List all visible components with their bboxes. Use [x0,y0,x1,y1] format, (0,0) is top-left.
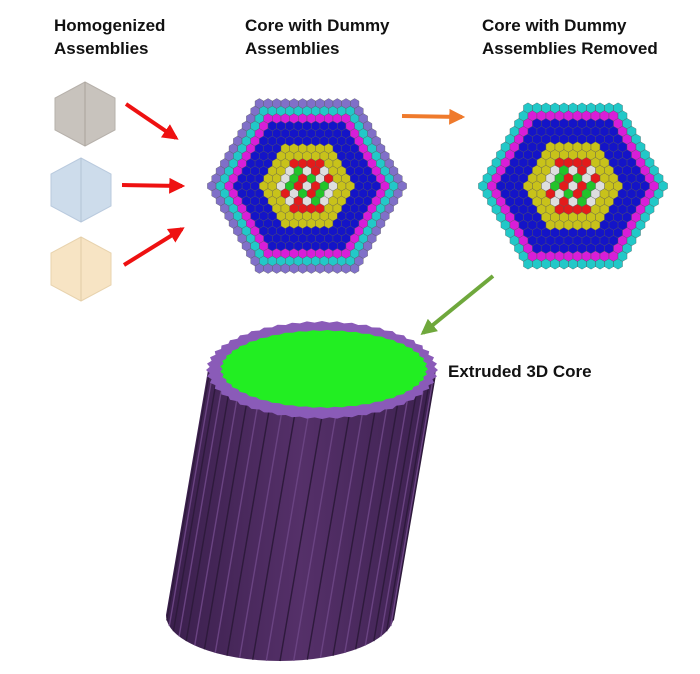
core-with-dummy-assemblies [207,98,407,274]
core-side-ridge [279,415,323,662]
extruded-3d-core [166,321,438,662]
arrow-extrude [420,274,495,336]
core-side-ridge [238,412,283,659]
core-side-ridge [252,414,296,660]
assembly-tan [50,236,112,302]
core-side-ridge [373,395,417,642]
arrow-remove-dummy [401,108,466,125]
core-side-ridge [319,412,364,659]
dummy-removed-label: Core with Dummy Assemblies Removed [482,16,658,58]
core-side-ridge [226,410,270,656]
core-top-face [206,321,438,419]
core-side-ridge [194,400,238,646]
assembly-cell [397,180,407,192]
assembly-gray [54,81,116,147]
core-side-ridge [390,380,434,627]
core-side-ridge [306,414,350,660]
arrow-gray-to-core [124,102,179,140]
homogenized-assemblies-label: Homogenized Assemblies [54,16,166,58]
core-side-ridge [293,415,337,661]
core-side-ridge [214,407,258,654]
core-side-ridge [203,404,248,650]
core-side-ridge [172,386,217,632]
extruded-core-label: Extruded 3D Core [448,362,592,381]
core-side-ridge [166,375,210,621]
core-side-ridge [332,410,376,656]
assembly-cell [658,180,668,192]
core-side-ridge [344,407,388,654]
core-side-ridge [178,391,222,637]
homogenized-assemblies [50,81,116,302]
core-side-ridge [265,415,309,661]
arrows [121,102,495,336]
core-side-wall [166,370,436,662]
core-top-surface [220,330,428,408]
arrow-tan-to-core [122,227,185,267]
core-dummy-removed [478,102,668,270]
core-side-ridge [385,386,430,632]
core-side-ridge [392,375,436,621]
core-side-ridge [354,404,399,650]
core-side-ridge [185,395,229,642]
core-side-ridge [364,400,408,646]
assembly-light-blue [50,157,112,223]
arrow-blue-to-core [121,177,186,194]
core-side-surface [166,370,436,661]
core-side-ridge [168,380,212,627]
core-side-ridge [380,391,424,637]
core-with-dummy-label: Core with Dummy Assemblies [245,16,390,58]
